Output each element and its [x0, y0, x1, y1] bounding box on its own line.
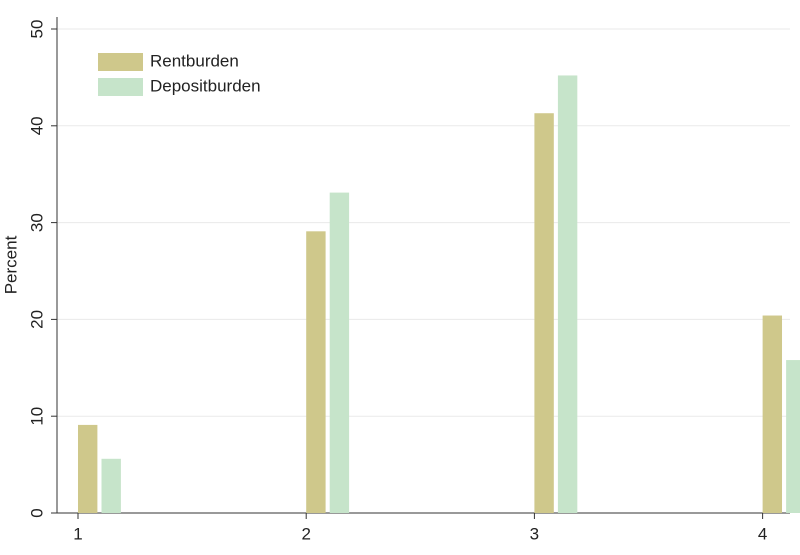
x-tick-label: 2: [301, 524, 310, 543]
bar: [557, 75, 578, 514]
y-tick-label: 50: [27, 20, 46, 39]
x-tick-label: 4: [758, 524, 767, 543]
legend-swatch: [98, 53, 143, 71]
y-tick-label: 0: [27, 508, 46, 517]
y-tick-label: 40: [27, 116, 46, 135]
legend-label: Depositburden: [150, 76, 261, 95]
bar: [762, 315, 783, 513]
y-axis-label: Percent: [1, 235, 20, 294]
bar: [534, 113, 554, 513]
bar: [101, 458, 121, 513]
bar: [306, 231, 326, 513]
bar: [329, 192, 350, 514]
bar: [77, 424, 98, 513]
bar: [786, 360, 800, 513]
legend-label: Rentburden: [150, 51, 239, 70]
x-tick-label: 1: [73, 524, 82, 543]
y-tick-label: 10: [27, 407, 46, 426]
legend-swatch: [98, 78, 143, 96]
y-tick-label: 20: [27, 310, 46, 329]
x-tick-label: 3: [530, 524, 539, 543]
y-tick-label: 30: [27, 213, 46, 232]
